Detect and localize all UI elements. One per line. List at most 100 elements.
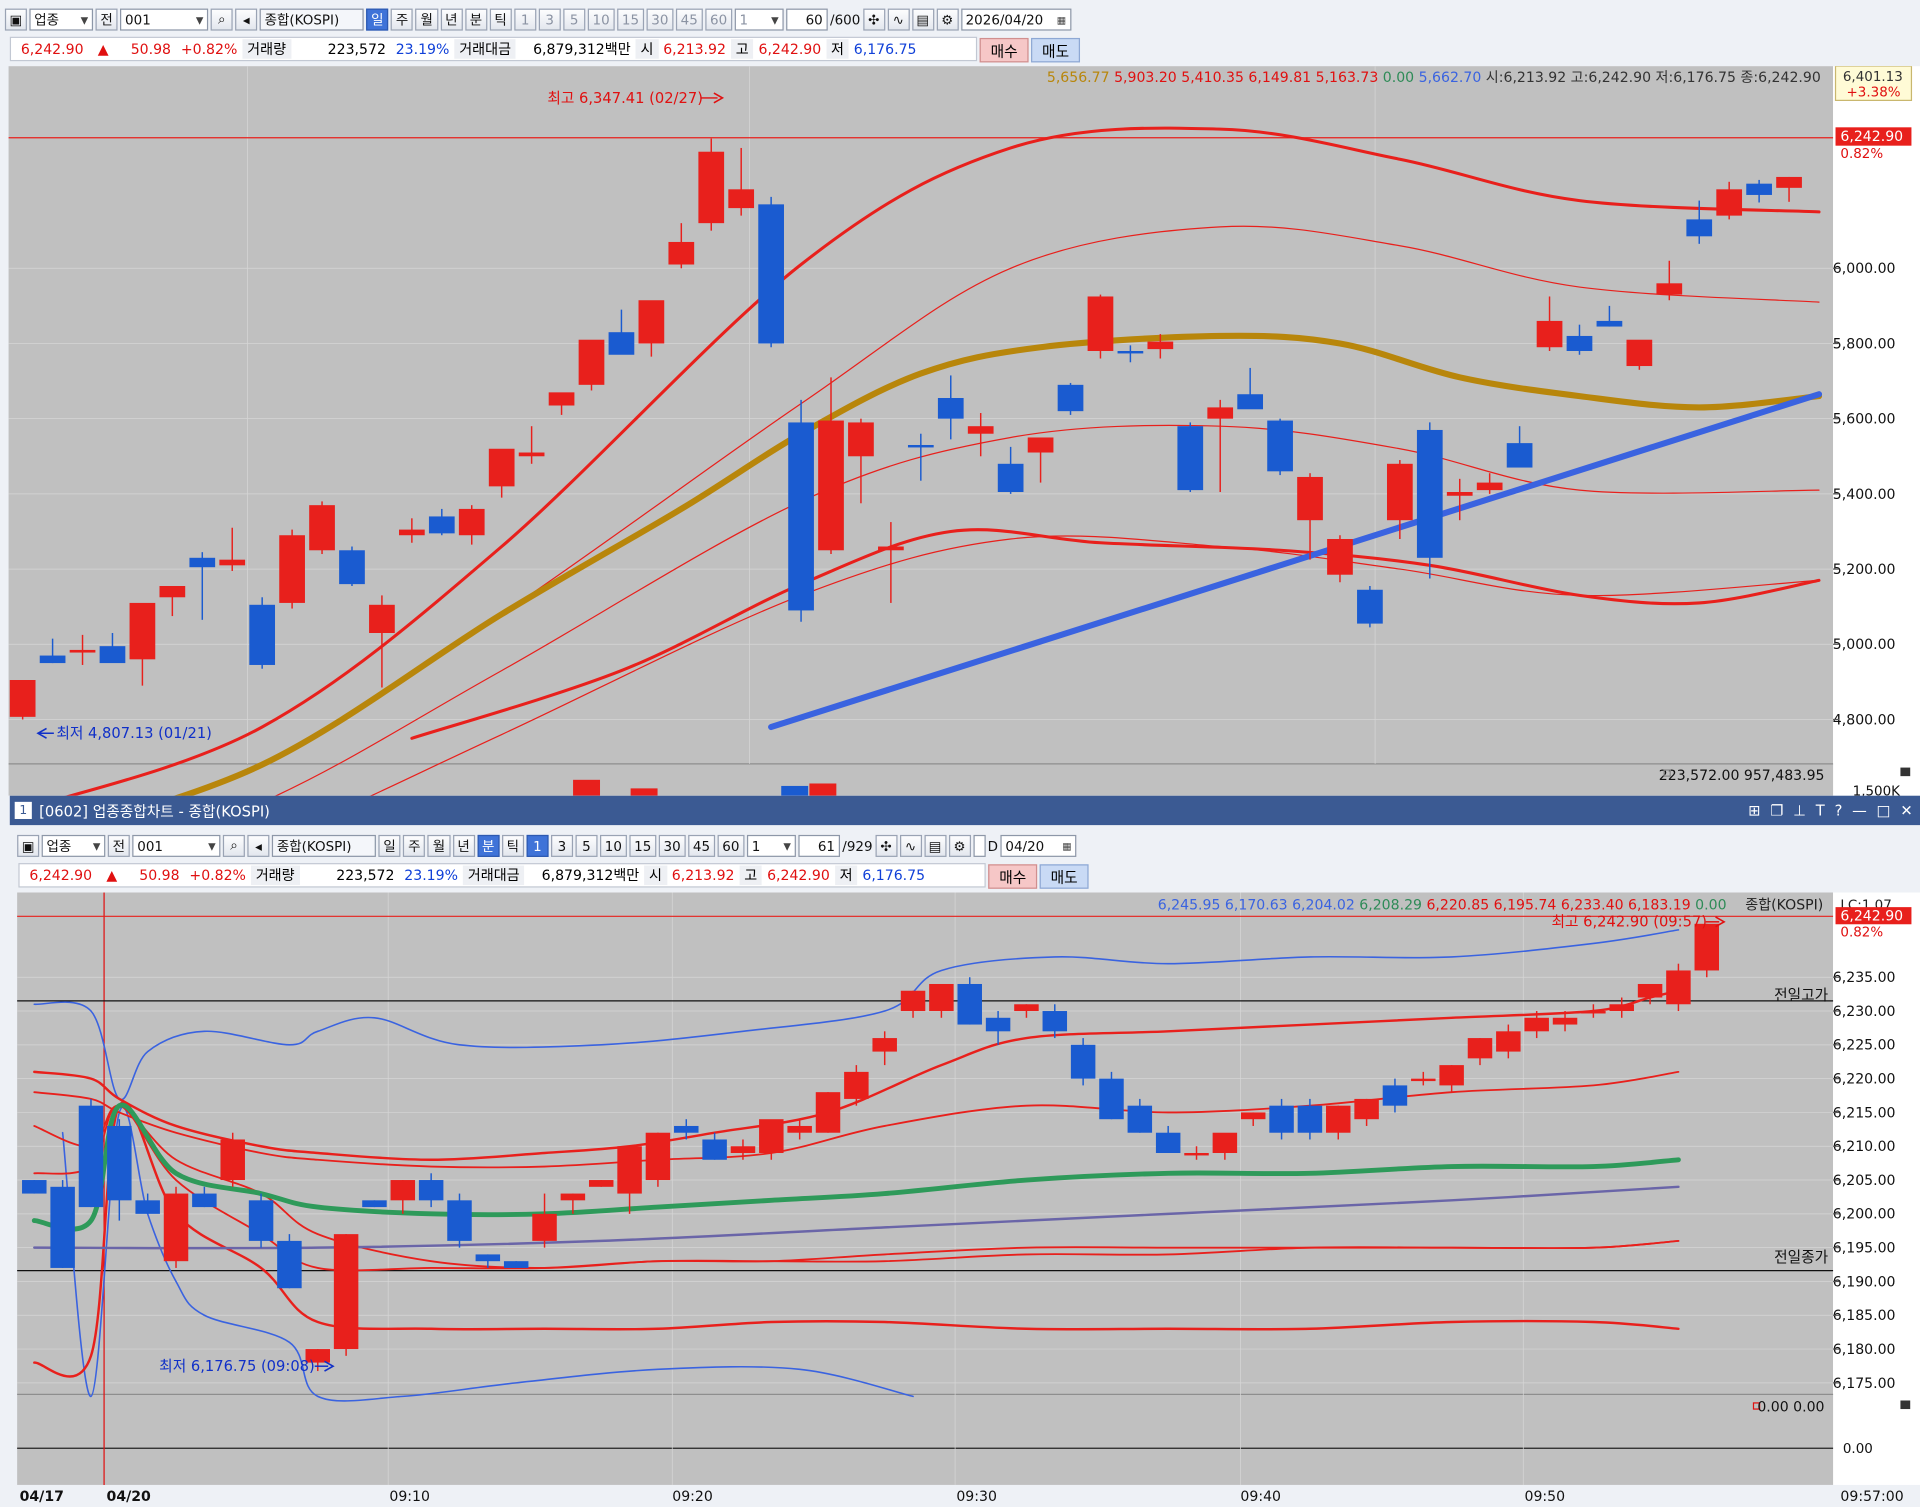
candle-body [1536, 320, 1563, 348]
period-week-tab[interactable]: 주 [403, 834, 426, 857]
bottom-quote-bar: 6,242.90 ▲ 50.98 +0.82% 거래량 223,572 23.1… [18, 863, 986, 888]
count-input[interactable]: 61 [798, 834, 840, 857]
minute-3-button[interactable]: 3 [538, 8, 561, 31]
prev-button[interactable]: 전 [107, 834, 130, 857]
period-year-tab[interactable]: 년 [452, 834, 475, 857]
date-input[interactable]: 2026/04/20 ▦ [960, 8, 1071, 31]
close-icon[interactable]: ✕ [1900, 801, 1913, 819]
candle-body [69, 649, 96, 653]
chevron-down-icon: ▼ [92, 840, 101, 852]
minimize-icon[interactable]: — [1852, 801, 1867, 819]
minute-1-button[interactable]: 1 [514, 8, 537, 31]
candle-body [369, 604, 395, 633]
candle-body [1467, 1038, 1493, 1059]
minute-30-button[interactable]: 30 [658, 834, 686, 857]
minute-15-button[interactable]: 15 [629, 834, 657, 857]
period-month-tab[interactable]: 월 [415, 8, 438, 31]
window-title-bar[interactable]: 1 [0602] 업종종합차트 - 종합(KOSPI) ⊞ ❐ ⊥ T ? — … [9, 795, 1920, 826]
indicator-icon[interactable]: ∿ [899, 834, 922, 857]
legend-value: 5,903.20 [1110, 70, 1177, 86]
y-tick-label: 6,235.00 [1833, 970, 1896, 986]
minute-10-button[interactable]: 10 [599, 834, 627, 857]
corner-tag-box [1834, 66, 1913, 101]
layout-icon[interactable]: ⊞ [1748, 801, 1761, 819]
chart-tools-icon[interactable]: ✣ [862, 8, 885, 31]
candle-body [1439, 1065, 1464, 1086]
panel-close-icon[interactable] [1900, 1400, 1911, 1410]
indicator-legend: 6,245.95 6,170.63 6,204.02 6,208.29 6,22… [1158, 898, 1727, 914]
daily-chart[interactable]: 5,656.77 5,903.20 5,410.35 6,149.81 5,16… [0, 66, 1920, 796]
period-year-tab[interactable]: 년 [440, 8, 463, 31]
date-input[interactable]: 04/20 ▦ [1000, 834, 1077, 857]
period-tick-tab[interactable]: 틱 [501, 834, 524, 857]
market-select[interactable]: 업종 ▼ [29, 8, 94, 31]
y-tick-label: 6,205.00 [1833, 1173, 1896, 1189]
candle-body [1237, 394, 1264, 410]
chart-tools-icon[interactable]: ✣ [875, 834, 898, 857]
period-day-tab[interactable]: 일 [378, 834, 401, 857]
gear-icon[interactable]: ⚙ [948, 834, 971, 857]
minute-60-button[interactable]: 60 [717, 834, 745, 857]
sell-button[interactable]: 매도 [1031, 37, 1081, 63]
legend-value: 5,410.35 [1177, 70, 1244, 86]
window-menu-icon[interactable]: ▣ [4, 8, 27, 31]
candle-body [339, 550, 365, 585]
minute-30-button[interactable]: 30 [646, 8, 674, 31]
pin-icon[interactable]: ⊥ [1793, 801, 1806, 819]
font-icon[interactable]: T [1815, 801, 1825, 819]
quote-vol: 223,572 [336, 866, 395, 884]
code-input[interactable]: 001 ▼ [132, 834, 221, 857]
minute-10-button[interactable]: 10 [587, 8, 615, 31]
quote-amt: 6,879,312백만 [533, 40, 631, 58]
code-input[interactable]: 001 ▼ [120, 8, 209, 31]
up-arrow-icon: ▲ [97, 40, 109, 58]
minute-3-button[interactable]: 3 [550, 834, 573, 857]
minute-15-button[interactable]: 15 [616, 8, 644, 31]
date-checkbox[interactable] [972, 834, 986, 857]
low-marker: 최저 4,807.13 (01/21) [36, 725, 212, 742]
candle-body [674, 1125, 699, 1133]
minute-60-button[interactable]: 60 [705, 8, 733, 31]
help-icon[interactable]: ? [1834, 801, 1843, 819]
candle-body [129, 602, 156, 660]
minute-5-button[interactable]: 5 [563, 8, 586, 31]
prev-button[interactable]: 전 [95, 8, 118, 31]
minute-chart[interactable]: 6,245.95 6,170.63 6,204.02 6,208.29 6,22… [0, 892, 1920, 1507]
candle-body [588, 1180, 614, 1187]
speaker-icon[interactable]: ◂ [235, 8, 258, 31]
buy-button[interactable]: 매수 [988, 864, 1038, 889]
period-week-tab[interactable]: 주 [390, 8, 414, 31]
sub-legend-box [1752, 1402, 1761, 1410]
sell-button[interactable]: 매도 [1039, 864, 1089, 889]
period-minute-tab[interactable]: 분 [477, 834, 500, 857]
unit-select[interactable]: 1 ▼ [734, 8, 784, 31]
market-select[interactable]: 업종 ▼ [41, 834, 106, 857]
save-icon[interactable]: ▤ [911, 8, 934, 31]
sub-axis-label: 0.00 [1843, 1442, 1873, 1457]
search-icon[interactable]: ⌕ [223, 834, 246, 857]
gear-icon[interactable]: ⚙ [936, 8, 959, 31]
period-minute-tab[interactable]: 분 [464, 8, 488, 31]
save-icon[interactable]: ▤ [923, 834, 947, 857]
maximize-icon[interactable]: □ [1876, 801, 1891, 819]
candle-body [249, 604, 276, 665]
unit-select[interactable]: 1 ▼ [746, 834, 796, 857]
speaker-icon[interactable]: ◂ [247, 834, 270, 857]
period-tick-tab[interactable]: 틱 [489, 8, 512, 31]
minute-5-button[interactable]: 5 [575, 834, 598, 857]
panel-close-icon[interactable] [1900, 767, 1911, 777]
minute-45-button[interactable]: 45 [675, 8, 703, 31]
window-menu-icon[interactable]: ▣ [17, 834, 40, 857]
candle-body [1716, 189, 1743, 216]
minute-1-button[interactable]: 1 [526, 834, 549, 857]
minute-45-button[interactable]: 45 [688, 834, 715, 857]
copy-window-icon[interactable]: ❐ [1770, 801, 1784, 819]
window-controls: ⊞ ❐ ⊥ T ? — □ ✕ [1748, 802, 1920, 819]
indicator-icon[interactable]: ∿ [887, 8, 910, 31]
period-day-tab[interactable]: 일 [366, 8, 389, 31]
candle-body [929, 983, 954, 1012]
count-input[interactable]: 60 [785, 8, 828, 31]
buy-button[interactable]: 매수 [979, 37, 1029, 63]
period-month-tab[interactable]: 월 [427, 834, 451, 857]
search-icon[interactable]: ⌕ [210, 8, 233, 31]
